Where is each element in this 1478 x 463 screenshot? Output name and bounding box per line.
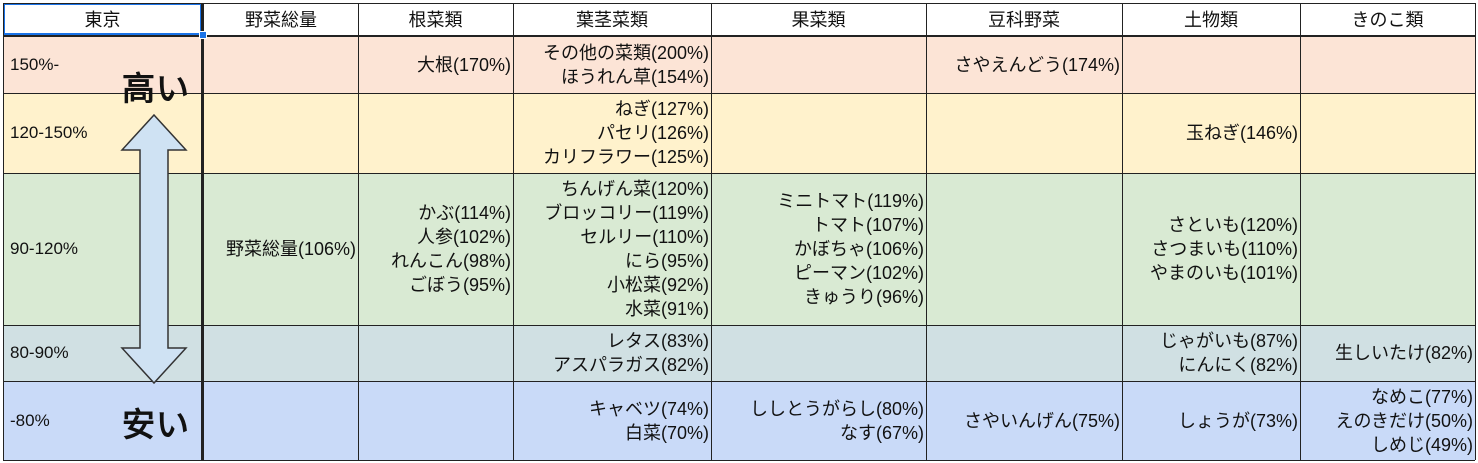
vegetable-entry: ししとうがらし(80%)	[749, 398, 924, 419]
vegetable-entry: しめじ(49%)	[1370, 434, 1473, 455]
vegetable-entry: さつまいも(110%)	[1151, 239, 1298, 259]
header-cell-bean[interactable]: 豆科野菜	[926, 3, 1122, 35]
vegetable-entry: えのきだけ(50%)	[1335, 410, 1473, 431]
vegetable-entry: にら(95%)	[624, 251, 709, 271]
vegetable-entry: パセリ(126%)	[596, 123, 709, 143]
vegetable-entry: レタス(83%)	[606, 331, 709, 351]
vegetable-entry: 生しいたけ(82%)	[1334, 343, 1473, 363]
vegetable-entry: れんこん(98%)	[390, 251, 511, 271]
double-arrow-icon	[120, 113, 188, 385]
vegetable-entry: ねぎ(127%)	[614, 99, 709, 119]
data-cell[interactable]: じゃがいも(87%) にんにく(82%)	[1124, 325, 1298, 381]
data-cell[interactable]: その他の菜類(200%) ほうれん草(154%)	[515, 37, 709, 93]
vegetable-entry: ちんげん菜(120%)	[560, 179, 709, 199]
vegetable-entry: 人参(102%)	[416, 227, 511, 247]
data-cell[interactable]: ししとうがらし(80%) なす(67%)	[713, 381, 924, 460]
vegetable-entry: セルリー(110%)	[580, 227, 709, 247]
data-cell[interactable]: キャベツ(74%) 白菜(70%)	[515, 381, 709, 460]
vegetable-entry: なめこ(77%)	[1370, 386, 1473, 407]
high-label: 高い	[122, 70, 190, 107]
vegetable-entry: ミニトマト(119%)	[777, 191, 924, 211]
vegetable-entry: アスパラガス(82%)	[552, 355, 709, 375]
header-cell-fruit[interactable]: 果菜類	[711, 3, 926, 35]
vegetable-entry: さといも(120%)	[1167, 215, 1298, 235]
header-cell-soil[interactable]: 土物類	[1122, 3, 1300, 35]
vegetable-entry: ピーマン(102%)	[793, 263, 924, 283]
vegetable-entry: 水菜(91%)	[624, 299, 709, 319]
row-band	[3, 37, 1475, 93]
data-cell[interactable]: ミニトマト(119%) トマト(107%) かぼちゃ(106%) ピーマン(102%)…	[713, 173, 924, 325]
vegetable-entry: 小松菜(92%)	[606, 275, 709, 295]
row-label[interactable]: 80-90%	[10, 343, 69, 362]
header-cell-tokyo[interactable]: 東京	[3, 3, 202, 35]
vegetable-entry: 野菜総量(106%)	[225, 239, 356, 259]
row-label[interactable]: 90-120%	[10, 239, 79, 258]
data-cell[interactable]: レタス(83%) アスパラガス(82%)	[515, 325, 709, 381]
header-cell-root[interactable]: 根菜類	[358, 3, 513, 35]
selection-handle[interactable]	[199, 31, 207, 39]
data-cell[interactable]: かぶ(114%) 人参(102%) れんこん(98%) ごぼう(95%)	[360, 173, 511, 325]
data-cell[interactable]: ちんげん菜(120%) ブロッコリー(119%) セルリー(110%) にら(95%)…	[515, 173, 709, 325]
data-cell[interactable]: さやえんどう(174%)	[928, 37, 1121, 93]
vegetable-entry: かぼちゃ(106%)	[793, 239, 924, 259]
vegetable-entry: ほうれん草(154%)	[560, 67, 709, 87]
vegetable-entry: しょうが(73%)	[1177, 410, 1298, 431]
vegetable-entry: さやいんげん(75%)	[963, 410, 1120, 431]
row-label[interactable]: 150%-	[10, 55, 60, 74]
data-cell[interactable]: なめこ(77%) えのきだけ(50%) しめじ(49%)	[1302, 381, 1473, 460]
vegetable-entry: トマト(107%)	[811, 215, 924, 235]
vegetable-entry: にんにく(82%)	[1178, 355, 1298, 375]
data-cell[interactable]: ねぎ(127%) パセリ(126%) カリフラワー(125%)	[515, 93, 709, 173]
header-cell-leaf[interactable]: 葉茎菜類	[513, 3, 711, 35]
vegetable-entry: かぶ(114%)	[418, 203, 511, 223]
data-cell[interactable]: しょうが(73%)	[1124, 381, 1298, 460]
data-cell[interactable]: さといも(120%) さつまいも(110%) やまのいも(101%)	[1124, 173, 1298, 325]
vegetable-entry: さやえんどう(174%)	[954, 55, 1121, 75]
row-band	[3, 93, 1475, 173]
vegetable-entry: ブロッコリー(119%)	[544, 203, 709, 223]
vegetable-entry: きゅうり(96%)	[803, 287, 924, 307]
vegetable-entry: キャベツ(74%)	[588, 398, 709, 419]
vegetable-entry: なす(67%)	[839, 422, 924, 443]
row-band	[3, 325, 1475, 381]
vegetable-entry: やまのいも(101%)	[1149, 263, 1298, 283]
row-label[interactable]: -80%	[10, 410, 50, 430]
data-cell[interactable]: 玉ねぎ(146%)	[1124, 93, 1298, 173]
data-cell[interactable]: 生しいたけ(82%)	[1302, 325, 1473, 381]
row-band	[3, 173, 1475, 325]
row-label[interactable]: 120-150%	[10, 123, 88, 142]
vegetable-entry: じゃがいも(87%)	[1159, 331, 1298, 351]
vegetable-entry: ごぼう(95%)	[408, 275, 511, 295]
data-cell[interactable]: さやいんげん(75%)	[928, 381, 1120, 460]
data-cell[interactable]: 野菜総量(106%)	[206, 173, 356, 325]
data-cell[interactable]: 大根(170%)	[360, 37, 511, 93]
vegetable-entry: 白菜(70%)	[624, 422, 709, 443]
header-cell-mushroom[interactable]: きのこ類	[1300, 3, 1475, 35]
vegetable-entry: その他の菜類(200%)	[542, 43, 709, 63]
vegetable-entry: 大根(170%)	[416, 55, 511, 75]
low-label: 安い	[122, 406, 190, 443]
vegetable-entry: カリフラワー(125%)	[542, 147, 709, 167]
row-band	[3, 381, 1475, 460]
vegetable-entry: 玉ねぎ(146%)	[1185, 123, 1298, 143]
header-cell-total[interactable]: 野菜総量	[204, 3, 358, 35]
